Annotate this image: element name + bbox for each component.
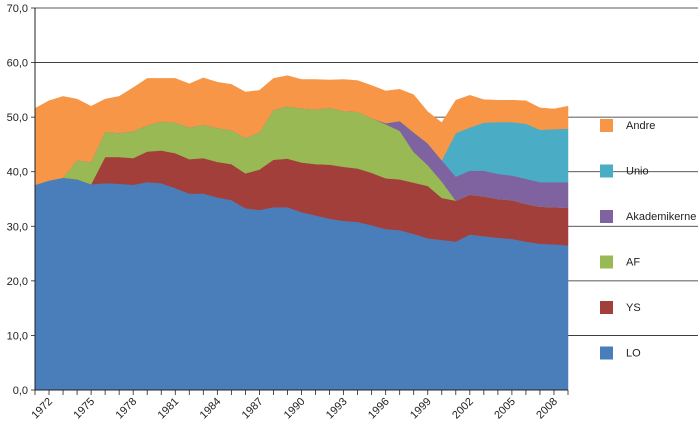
x-tick-label: 2008	[534, 396, 560, 422]
y-tick-label: 20,0	[7, 276, 28, 288]
y-tick-label: 10,0	[7, 330, 28, 342]
legend-label-lo: LO	[626, 348, 641, 360]
legend-swatch-lo	[600, 346, 613, 360]
y-tick-label: 50,0	[7, 112, 28, 124]
legend-swatch-unio	[600, 164, 613, 178]
axes	[31, 7, 569, 395]
x-tick-label: 1999	[408, 396, 434, 422]
legend-label-akademikerne: Akademikerne	[626, 211, 696, 223]
legend-swatch-af	[600, 255, 613, 269]
x-tick-label: 1975	[71, 396, 97, 422]
legend-swatch-akademikerne	[600, 210, 613, 223]
area-andre	[34, 75, 569, 186]
x-tick-label: 1990	[282, 396, 308, 422]
y-tick-label: 40,0	[7, 167, 28, 179]
x-tick-label: 1996	[366, 396, 392, 422]
legend-label-af: AF	[626, 257, 640, 269]
y-tick-label: 30,0	[7, 221, 28, 233]
x-tick-label: 2005	[492, 396, 518, 422]
legend: Andre Unio Akademikerne AF YS LO	[600, 119, 696, 360]
x-tick-label: 1972	[29, 396, 55, 422]
x-tick-label: 1984	[198, 396, 224, 422]
legend-swatch-andre	[600, 119, 613, 132]
y-tick-label: 70,0	[7, 3, 28, 15]
legend-label-andre: Andre	[626, 120, 655, 132]
y-tick-label: 60,0	[7, 58, 28, 70]
x-tick-label: 2002	[450, 396, 476, 422]
legend-label-unio: Unio	[626, 166, 649, 178]
x-tick-label: 1993	[324, 396, 350, 422]
x-tick-label: 1978	[114, 396, 140, 422]
x-tick-labels: 1972 1975 1978 1981 1984 1987 1990 1993 1996 1999…	[29, 396, 560, 422]
y-tick-labels: 0,0 10,0 20,0 30,0 40,0 50,0 60,0 70,0	[7, 3, 28, 397]
x-tick-label: 1981	[156, 396, 182, 422]
x-tick-label: 1987	[240, 396, 266, 422]
legend-label-ys: YS	[626, 302, 641, 314]
legend-swatch-ys	[600, 301, 613, 314]
y-tick-label: 0,0	[13, 385, 28, 397]
area-series	[34, 75, 569, 391]
